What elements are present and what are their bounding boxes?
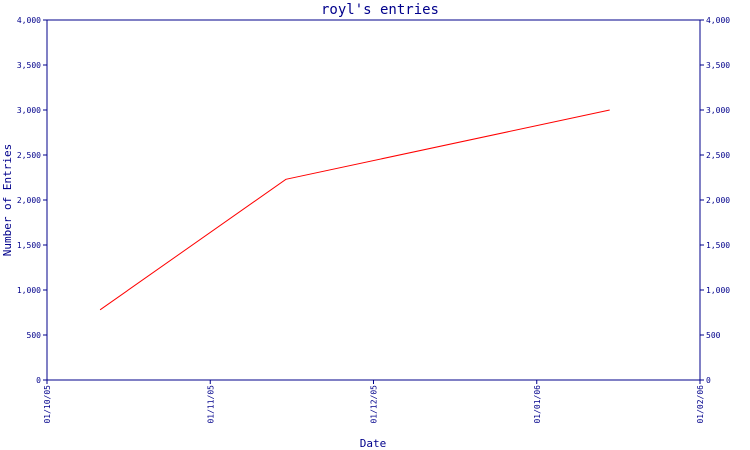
y-tick-label-left: 1,000 <box>17 286 41 295</box>
y-tick-label-right: 500 <box>706 331 721 340</box>
x-tick-label: 01/02/06 <box>696 385 705 424</box>
x-axis-label: Date <box>360 437 387 450</box>
ticks: 0 0 500 500 1,000 1,000 1,500 1,500 2,000 2,000 2,… <box>17 16 730 424</box>
x-tick-label: 01/10/05 <box>43 385 52 424</box>
y-tick-label-right: 2,000 <box>706 196 730 205</box>
y-axis-label: Number of Entries <box>1 144 14 257</box>
y-tick-label-right: 2,500 <box>706 151 730 160</box>
x-tick-label: 01/12/05 <box>370 385 379 424</box>
y-tick-label-right: 4,000 <box>706 16 730 25</box>
y-tick-label-right: 3,500 <box>706 61 730 70</box>
y-tick-label-right: 1,000 <box>706 286 730 295</box>
chart-title: royl's entries <box>321 2 439 18</box>
y-tick-label-right: 1,500 <box>706 241 730 250</box>
y-tick-label-left: 3,000 <box>17 106 41 115</box>
y-tick-label-left: 4,000 <box>17 16 41 25</box>
y-tick-label-right: 3,000 <box>706 106 730 115</box>
series <box>99 109 610 311</box>
y-tick-label-left: 2,500 <box>17 151 41 160</box>
y-tick-label-left: 2,000 <box>17 196 41 205</box>
axes <box>46 19 701 381</box>
x-tick-label: 01/01/06 <box>533 385 542 424</box>
plot-frame <box>46 19 701 381</box>
y-tick-label-left: 3,500 <box>17 61 41 70</box>
x-tick-label: 01/11/05 <box>206 385 215 424</box>
y-tick-label-right: 0 <box>706 376 711 385</box>
series-line-entries <box>99 109 610 311</box>
y-tick-label-left: 0 <box>36 376 41 385</box>
y-tick-label-left: 1,500 <box>17 241 41 250</box>
y-tick-label-left: 500 <box>27 331 42 340</box>
